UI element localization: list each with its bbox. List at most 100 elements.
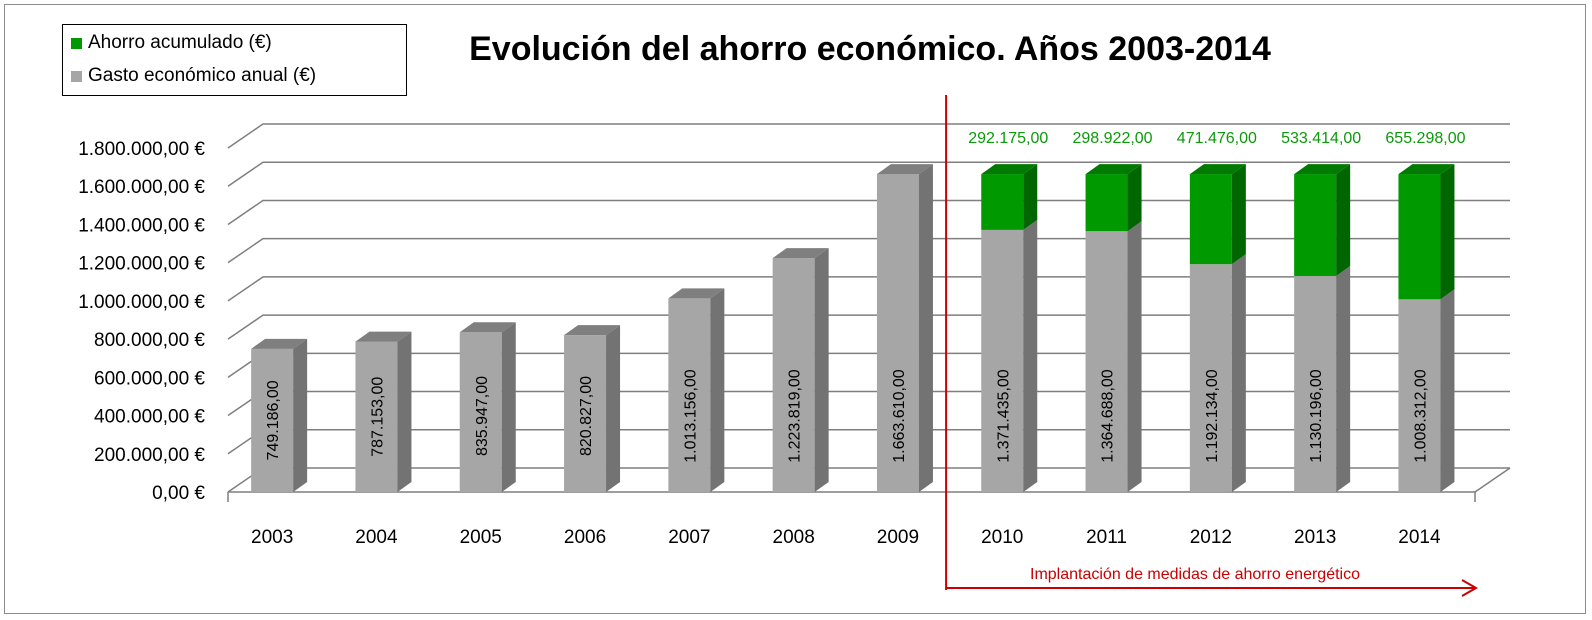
x-tick-label: 2013 [1294,527,1336,548]
bar-expense-2009 [876,164,933,492]
legend: Ahorro acumulado (€) Gasto económico anu… [62,24,407,96]
bar-savings-2013 [1294,164,1351,277]
legend-label-savings: Ahorro acumulado (€) [88,32,272,53]
value-label-savings: 471.476,00 [1177,130,1257,147]
bar-savings-2013-front [1294,174,1337,277]
bar-expense-2007-side [710,288,725,492]
bar-expense-2003-top [251,338,308,349]
bar-expense-2006-top [564,325,621,336]
bar-expense-2004-top [355,331,412,342]
value-label-expense: 1.663.610,00 [891,369,908,463]
x-axis-tick-labels: 2003 2004 2005 2006 2007 2008 2009 2010 2011 2012… [251,527,1441,548]
bar-expense-2004-front [355,341,398,492]
legend-label-expense: Gasto económico anual (€) [88,65,317,86]
bar-expense-2008 [772,248,829,492]
annotation-label: Implantación de medidas de ahorro energé… [1030,566,1360,583]
bar-expense-2008-front [772,258,815,492]
bar-expense-2013 [1294,266,1351,492]
bar-savings-2011-top [1085,164,1142,175]
bar-expense-2014-side [1440,289,1455,492]
bar-expense-2008-side [814,248,829,492]
value-label-expense: 1.223.819,00 [787,369,804,463]
value-label-savings: 298.922,00 [1073,130,1153,147]
y-tick-label: 1.200.000,00 € [78,254,205,275]
gridline [227,161,1510,187]
bar-expense-2003-front [251,348,294,492]
bar-expense-2012-side [1231,254,1246,492]
chart-title: Evolución del ahorro económico. Años 200… [469,30,1271,68]
bar-savings-2012-top [1189,164,1246,175]
bar-expense-2011-side [1127,221,1142,492]
bar-expense-2011 [1085,221,1142,492]
bar-expense-2009-front [876,174,919,492]
legend-swatch-savings [71,37,82,49]
bar-expense-2008-top [772,248,829,259]
x-tick-label: 2014 [1398,527,1441,548]
bar-savings-2014 [1398,164,1455,300]
annotation: Implantación de medidas de ahorro energé… [945,95,1479,597]
bar-expense-2009-top [876,164,933,175]
bar-savings-2010-top [981,164,1038,175]
value-label-expense: 1.192.134,00 [1204,369,1221,463]
x-tick-label: 2012 [1190,527,1232,548]
bar-expense-2012 [1189,254,1246,492]
y-tick-label: 0,00 € [152,483,205,504]
y-tick-label: 1.000.000,00 € [78,292,205,313]
value-label-savings: 292.175,00 [968,130,1048,147]
x-tick-label: 2007 [668,527,710,548]
annotation-arrow-head [1461,579,1479,597]
floor-side-edge [1474,467,1511,493]
value-label-expense: 1.371.435,00 [995,369,1012,463]
bar-savings-2013-top [1294,164,1351,175]
y-tick-label: 600.000,00 € [94,368,205,389]
bar-expense-2007-front [668,298,711,492]
bar-expense-2006-front [564,335,607,492]
y-tick-label: 1.600.000,00 € [78,177,205,198]
y-tick-label: 200.000,00 € [94,445,205,466]
bar-expense-2014-front [1398,299,1441,492]
x-tick-label: 2005 [460,527,502,548]
bars: 749.186,00 787.153,00 835.947,00 820.827,00… [251,130,1466,492]
bar-expense-2012-front [1189,264,1232,492]
bar-expense-2010 [981,219,1038,492]
bar-savings-2013-side [1336,164,1351,277]
y-tick-label: 1.400.000,00 € [78,215,205,236]
bar-savings-2011-front [1085,174,1128,232]
bar-expense-2004-side [397,331,412,492]
value-label-expense: 835.947,00 [474,376,491,456]
bar-expense-2003-side [293,338,308,492]
bar-expense-2011-front [1085,231,1128,492]
bar-savings-2014-front [1398,174,1441,300]
x-tick-label: 2008 [773,527,815,548]
bar-expense-2006 [564,325,621,492]
bar-expense-2005-front [459,332,502,492]
bar-expense-2007 [668,288,725,492]
value-label-expense: 787.153,00 [369,377,386,457]
y-tick-label: 400.000,00 € [94,407,205,428]
bar-expense-2005-side [501,322,516,492]
bar-savings-2010-front [981,174,1024,230]
bar-expense-2004 [355,331,412,492]
value-label-expense: 1.008.312,00 [1412,369,1429,463]
bar-expense-2010-side [1023,219,1038,492]
value-label-savings: 533.414,00 [1281,130,1361,147]
bar-expense-2013-side [1336,266,1351,492]
legend-item-expense: Gasto económico anual (€) [71,64,316,88]
value-label-expense: 749.186,00 [265,380,282,460]
bar-savings-2011-side [1127,164,1142,232]
value-label-expense: 820.827,00 [578,376,595,456]
x-tick-label: 2003 [251,527,293,548]
x-tick-label: 2004 [355,527,398,548]
bar-expense-2009-side [918,164,933,492]
bar-expense-2003 [251,338,308,492]
bar-savings-2012-side [1231,164,1246,265]
x-tick-label: 2010 [981,527,1023,548]
value-label-expense: 1.364.688,00 [1100,369,1117,463]
x-tick-label: 2009 [877,527,919,548]
bar-savings-2010-side [1023,164,1038,230]
y-tick-label: 800.000,00 € [94,330,205,351]
bar-savings-2012 [1189,164,1246,265]
bar-savings-2011 [1085,164,1142,232]
y-tick-label: 1.800.000,00 € [78,139,205,160]
